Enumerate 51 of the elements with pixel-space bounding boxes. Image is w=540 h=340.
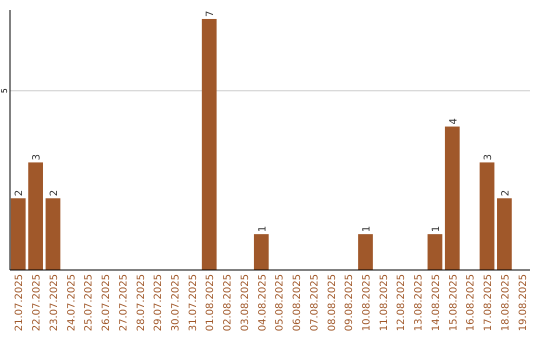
bar (202, 18, 217, 270)
x-tick-label: 10.08.2025 (361, 274, 372, 332)
x-tick-label: 06.08.2025 (292, 274, 304, 332)
x-tick-label: 09.08.2025 (344, 274, 356, 332)
x-tick-label: 18.08.2025 (500, 274, 512, 332)
x-tick-label: 19.08.2025 (518, 274, 529, 332)
data-label: 3 (483, 154, 494, 160)
data-label: 4 (448, 118, 460, 125)
x-tick-label: 17.08.2025 (483, 274, 494, 332)
x-tick-label: 14.08.2025 (430, 274, 442, 332)
x-tick-label: 13.08.2025 (414, 274, 425, 332)
bar (10, 198, 26, 270)
x-tick-label: 05.08.2025 (274, 274, 286, 332)
data-label: 1 (257, 226, 268, 232)
x-tick-label: 25.07.2025 (84, 274, 95, 332)
x-tick-label: 12.08.2025 (396, 274, 408, 332)
x-tick-label: 03.08.2025 (240, 274, 251, 332)
x-tick-label: 16.08.2025 (466, 274, 477, 332)
x-tick-label: 02.08.2025 (222, 274, 234, 332)
data-label: 7 (205, 10, 216, 17)
x-tick-label: 11.08.2025 (378, 274, 390, 332)
bar (444, 126, 460, 270)
bar (358, 234, 373, 270)
data-label: 1 (361, 226, 372, 232)
x-tick-label: 01.08.2025 (205, 274, 216, 332)
bar (497, 198, 512, 270)
data-label: 1 (430, 226, 442, 232)
x-tick-label: 30.07.2025 (170, 274, 182, 332)
bar (46, 198, 60, 270)
x-tick-label: 31.07.2025 (188, 274, 199, 332)
x-tick-label: 08.08.2025 (326, 274, 338, 332)
data-label: 2 (500, 190, 512, 196)
x-tick-label: 21.07.2025 (14, 274, 26, 332)
bar (428, 234, 442, 270)
x-tick-label: 29.07.2025 (153, 274, 164, 332)
x-tick-label: 22.07.2025 (32, 274, 43, 332)
x-tick-label: 24.07.2025 (66, 274, 78, 332)
x-tick-label: 26.07.2025 (101, 274, 112, 332)
bar (254, 234, 269, 270)
x-tick-label: 07.08.2025 (309, 274, 320, 332)
bar (480, 162, 494, 270)
y-tick-label: 5 (0, 88, 9, 94)
bar (28, 162, 43, 270)
x-tick-label: 04.08.2025 (257, 274, 268, 332)
data-label: 2 (14, 190, 26, 196)
x-tick-label: 27.07.2025 (118, 274, 130, 332)
x-tick-label: 23.07.2025 (48, 274, 60, 332)
data-label: 2 (48, 190, 60, 196)
x-tick-label: 15.08.2025 (448, 274, 460, 332)
data-label: 3 (32, 154, 43, 160)
x-tick-label: 28.07.2025 (136, 274, 147, 332)
